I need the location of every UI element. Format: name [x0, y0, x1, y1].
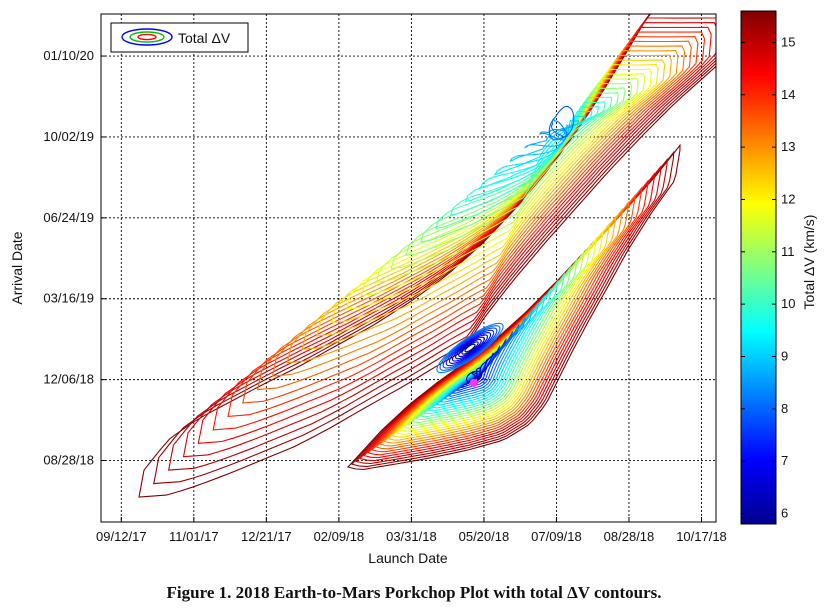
y-axis-label: Arrival Date	[9, 231, 25, 304]
contour-line	[153, 14, 716, 485]
colorbar-frame	[740, 10, 777, 525]
x-tick-label: 07/09/18	[531, 529, 582, 544]
legend-box: Total ΔV	[110, 22, 249, 53]
contour-line	[479, 110, 593, 190]
contour-line	[524, 123, 574, 149]
contour-line	[257, 40, 692, 391]
x-tick-label: 03/31/18	[386, 529, 437, 544]
y-tick-label: 12/06/18	[43, 372, 94, 387]
x-tick-label: 05/20/18	[459, 529, 510, 544]
contour-line	[464, 105, 599, 203]
contour-line	[455, 336, 485, 360]
x-tick-label: 10/17/18	[676, 529, 727, 544]
colorbar-tick-label: 12	[781, 191, 795, 206]
contour-legend-icon	[121, 28, 173, 46]
y-tick-label: 03/16/19	[43, 291, 94, 306]
minimum-dv-marker	[469, 378, 478, 387]
contour-line	[387, 215, 617, 441]
colorbar-tick-label: 14	[781, 87, 795, 102]
contour-line	[431, 295, 546, 409]
colorbar-tick-label: 13	[781, 139, 795, 154]
contour-line	[550, 118, 568, 138]
contour-line	[464, 343, 476, 353]
legend-label: Total ΔV	[178, 30, 231, 46]
x-axis-ticks: 09/12/17 11/01/17 12/21/17 02/09/18 03/31/18…	[96, 517, 727, 544]
figure-caption: Figure 1. 2018 Earth-to-Mars Porkchop Pl…	[166, 583, 662, 602]
colorbar-tick-label: 7	[781, 453, 788, 468]
contour-line	[439, 325, 501, 371]
contour-line	[363, 172, 655, 459]
contour-line	[436, 322, 504, 374]
contour-line	[466, 370, 482, 384]
contour-line	[407, 250, 585, 426]
y-tick-label: 10/02/19	[43, 129, 94, 144]
contour-line	[331, 63, 659, 324]
contour-line	[168, 14, 716, 471]
colorbar-tick-label: 6	[781, 506, 788, 521]
contour-line	[182, 17, 716, 458]
y-axis-ticks: 08/28/18 12/06/18 03/16/19 06/24/19 10/02/19…	[43, 48, 106, 468]
contour-line	[471, 372, 480, 380]
contour-line	[445, 329, 495, 367]
contour-line	[316, 59, 666, 337]
contour-line	[391, 222, 610, 438]
contour-line	[461, 341, 479, 355]
colorbar-tick-label: 9	[781, 348, 788, 363]
contour-line	[458, 338, 482, 358]
contour-line	[509, 119, 580, 162]
contour-line	[411, 258, 578, 423]
contour-line	[383, 208, 623, 444]
contour-line	[301, 54, 672, 350]
x-axis-label: Launch Date	[368, 550, 448, 566]
x-tick-label: 09/12/17	[96, 529, 147, 544]
contour-line	[242, 36, 699, 404]
contour-line	[442, 327, 498, 369]
grid-lines	[101, 14, 716, 522]
colorbar-tick-label: 10	[781, 296, 795, 311]
colorbar-tick-label: 11	[781, 244, 795, 259]
contour-set	[138, 14, 716, 498]
colorbar-tick-label: 8	[781, 401, 788, 416]
x-tick-label: 02/09/18	[314, 529, 365, 544]
contour-line	[448, 332, 492, 364]
contour-line	[375, 77, 639, 283]
contour-line	[212, 26, 712, 431]
colorbar-label: Total ΔV (km/s)	[801, 215, 817, 310]
contour-line	[419, 272, 565, 418]
contour-line	[371, 186, 642, 453]
contour-line	[395, 229, 604, 435]
minimum-marker	[469, 378, 478, 387]
contour-line	[345, 68, 653, 310]
contour-line	[286, 50, 679, 364]
y-tick-label: 01/10/20	[43, 48, 94, 63]
contour-line	[399, 236, 597, 432]
x-tick-label: 11/01/17	[169, 529, 219, 544]
contour-line	[375, 193, 636, 450]
contour-line	[451, 334, 489, 362]
contour-line	[548, 105, 575, 141]
contour-line	[379, 200, 630, 447]
contour-line	[403, 243, 591, 429]
contour-line	[271, 45, 686, 377]
colorbar-tick-label: 15	[781, 34, 795, 49]
y-tick-label: 08/28/18	[43, 453, 94, 468]
colorbar-ticks: 6 7 8 9 10 11 12 13 14 15	[741, 34, 795, 521]
x-tick-label: 12/21/17	[241, 529, 292, 544]
y-tick-label: 06/24/19	[43, 210, 94, 225]
contour-line	[138, 14, 716, 498]
contour-line	[434, 96, 613, 230]
colorbar	[741, 11, 776, 524]
plot-area	[101, 14, 716, 522]
x-tick-label: 08/28/18	[604, 529, 655, 544]
contour-line	[367, 179, 649, 456]
plot-frame	[100, 13, 717, 523]
contour-line	[359, 165, 662, 462]
contour-line	[415, 265, 572, 421]
contour-line	[435, 302, 539, 406]
contour-line	[360, 73, 646, 297]
contour-line	[405, 87, 626, 256]
contour-line	[493, 115, 586, 176]
